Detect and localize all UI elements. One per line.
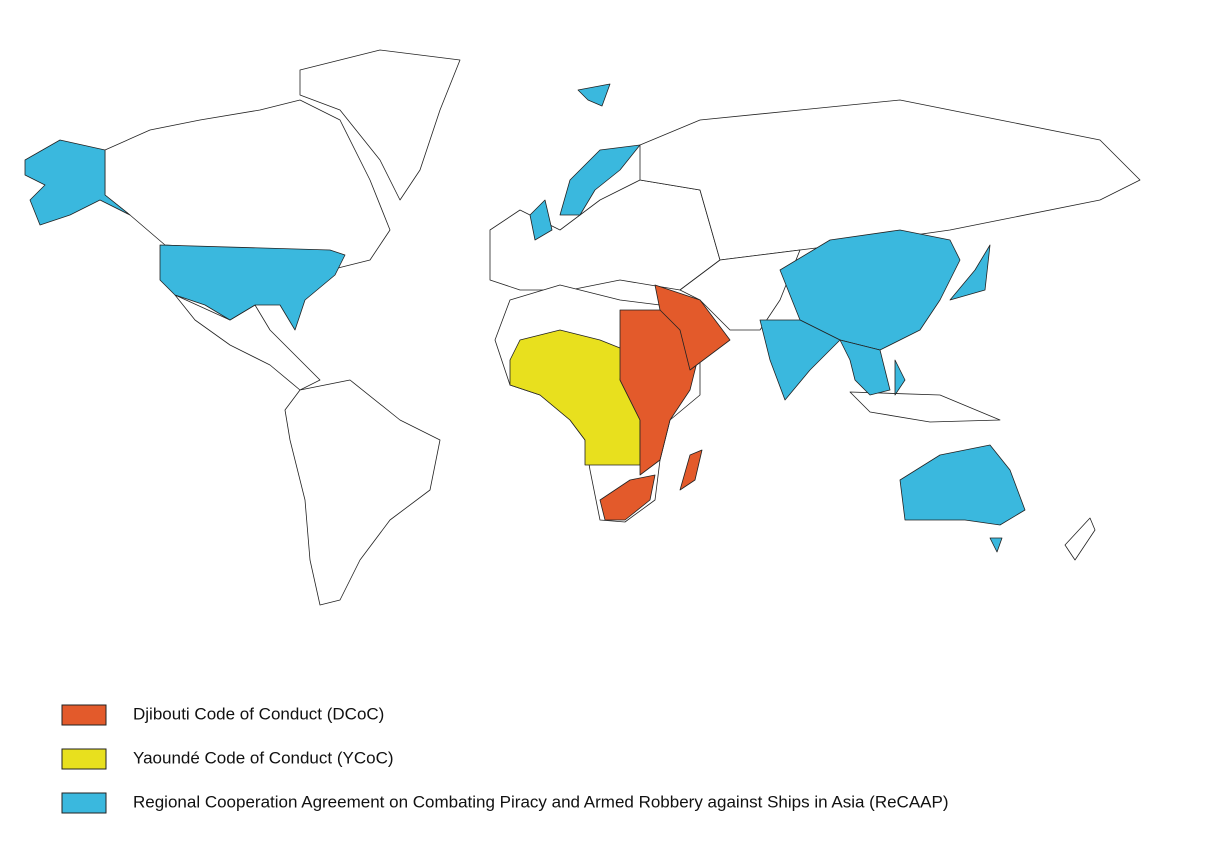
alaska xyxy=(24,139,131,226)
legend-label: Yaoundé Code of Conduct (YCoC) xyxy=(133,748,394,767)
canada xyxy=(104,99,391,271)
legend-swatch xyxy=(61,748,107,770)
svalbard xyxy=(577,83,611,107)
indonesia xyxy=(849,391,1001,423)
legend-label: Djibouti Code of Conduct (DCoC) xyxy=(133,704,384,723)
russia xyxy=(639,99,1141,261)
usa xyxy=(159,244,346,331)
japan xyxy=(949,244,991,301)
new-zealand xyxy=(1064,517,1096,561)
legend-swatch xyxy=(61,704,107,726)
india xyxy=(759,319,841,401)
legend-swatch xyxy=(61,792,107,814)
greenland xyxy=(299,49,461,201)
europe xyxy=(489,179,721,291)
southeast-asia xyxy=(839,339,891,396)
south-africa xyxy=(599,474,656,521)
south-america xyxy=(284,379,441,606)
tasmania xyxy=(989,537,1003,553)
philippines xyxy=(894,359,906,396)
middle-east xyxy=(679,249,801,331)
arabia xyxy=(654,284,731,371)
australia xyxy=(899,444,1026,526)
uk xyxy=(529,199,553,241)
madagascar xyxy=(679,449,703,491)
legend: Djibouti Code of Conduct (DCoC) Yaoundé C… xyxy=(61,704,949,814)
scandinavia xyxy=(559,144,641,216)
legend-label: Regional Cooperation Agreement on Combat… xyxy=(133,792,949,811)
world-map xyxy=(24,49,1141,606)
